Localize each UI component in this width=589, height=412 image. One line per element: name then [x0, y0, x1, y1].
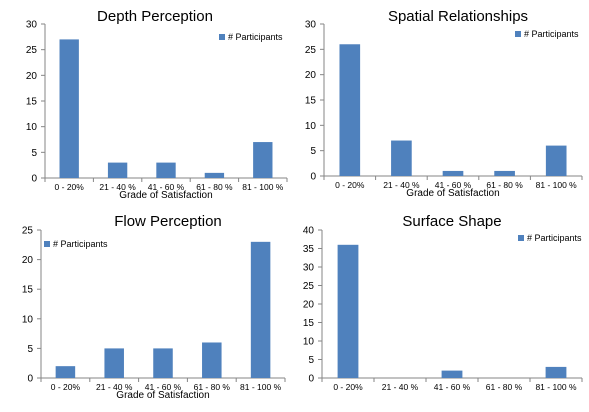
y-tick-label: 10 [303, 337, 315, 348]
y-tick-label: 0 [27, 374, 33, 385]
bar [104, 348, 124, 378]
bar [59, 39, 79, 179]
bar [441, 370, 463, 378]
x-tick-label: 81 - 100 % [535, 382, 577, 392]
x-tick-label: 21 - 40 % [96, 382, 133, 392]
x-tick-label: 41 - 60 % [434, 382, 471, 392]
chart-title: Depth Perception [97, 8, 213, 25]
bar [494, 170, 515, 176]
legend-swatch [219, 34, 225, 40]
y-tick-label: 10 [22, 314, 34, 325]
y-tick-label: 0 [310, 172, 316, 183]
x-tick-label: 0 - 20% [51, 382, 81, 392]
chart-title: Spatial Relationships [388, 8, 528, 25]
bar [153, 348, 173, 378]
chart-title: Surface Shape [402, 213, 501, 230]
x-tick-label: 61 - 80 % [194, 382, 231, 392]
chart-panel-1: Depth Perception 0 5 10 15 20 25 30 0 - 20% 21 - … [26, 8, 288, 201]
y-tick-label: 25 [305, 45, 317, 56]
chart-title: Flow Perception [114, 213, 222, 230]
x-axis-label: Grade of Satisfaction [406, 188, 499, 199]
x-tick-label: 41 - 60 % [148, 182, 185, 192]
legend-swatch [44, 241, 50, 247]
y-tick-label: 25 [26, 45, 38, 56]
bar [156, 162, 176, 178]
y-tick-label: 0 [31, 174, 37, 185]
legend-label: # Participants [53, 239, 108, 249]
bar [55, 366, 76, 378]
y-tick-label: 20 [22, 255, 34, 266]
x-axis-label: Grade of Satisfaction [116, 390, 209, 401]
chart-panel-2: Spatial Relationships 0 5 10 15 20 25 30 0 - 20%… [305, 8, 583, 199]
y-tick-label: 40 [303, 226, 315, 237]
legend-label: # Participants [524, 29, 579, 39]
y-tick-label: 0 [308, 374, 314, 385]
y-tick-label: 5 [31, 148, 37, 159]
x-tick-label: 81 - 100 % [240, 382, 282, 392]
x-tick-label: 81 - 100 % [536, 180, 578, 190]
y-tick-label: 25 [303, 281, 315, 292]
x-axis-label: Grade of Satisfaction [119, 190, 212, 201]
x-tick-label: 21 - 40 % [383, 180, 420, 190]
legend-swatch [518, 235, 524, 241]
bar [391, 140, 412, 176]
x-tick-label: 81 - 100 % [242, 182, 284, 192]
y-tick-label: 10 [26, 122, 38, 133]
y-tick-label: 15 [305, 96, 317, 107]
x-tick-label: 41 - 60 % [145, 382, 182, 392]
y-tick-label: 5 [27, 344, 33, 355]
x-tick-label: 41 - 60 % [435, 180, 472, 190]
bar [253, 142, 273, 178]
legend-label: # Participants [228, 32, 283, 42]
y-tick-label: 35 [303, 244, 315, 255]
x-tick-label: 21 - 40 % [99, 182, 136, 192]
legend-label: # Participants [527, 233, 582, 243]
bar [337, 244, 359, 378]
y-tick-label: 5 [310, 146, 316, 157]
bar [545, 366, 567, 378]
x-tick-label: 0 - 20% [333, 382, 363, 392]
bar [250, 241, 271, 378]
x-tick-label: 0 - 20% [335, 180, 365, 190]
y-tick-label: 20 [305, 70, 317, 81]
bar [442, 170, 464, 176]
x-tick-label: 61 - 80 % [196, 182, 233, 192]
y-tick-label: 15 [303, 318, 315, 329]
y-tick-label: 5 [308, 355, 314, 366]
x-tick-label: 61 - 80 % [486, 180, 523, 190]
bar [545, 145, 567, 176]
y-tick-label: 10 [305, 121, 317, 132]
chart-panel-4: Surface Shape 0 5 10 15 20 25 30 35 40 0 - 20% 21 -… [303, 213, 583, 392]
y-tick-label: 25 [22, 226, 34, 237]
x-tick-label: 61 - 80 % [486, 382, 523, 392]
legend-swatch [515, 31, 521, 37]
x-tick-label: 0 - 20% [55, 182, 85, 192]
bar [204, 172, 225, 178]
y-tick-label: 20 [303, 300, 315, 311]
y-tick-label: 15 [22, 285, 34, 296]
y-tick-label: 30 [303, 263, 315, 274]
x-tick-label: 21 - 40 % [382, 382, 419, 392]
bar [107, 162, 128, 178]
bar [202, 342, 222, 378]
y-tick-label: 15 [26, 97, 38, 108]
y-tick-label: 30 [26, 20, 38, 31]
y-tick-label: 20 [26, 71, 38, 82]
y-tick-label: 30 [305, 20, 317, 31]
chart-panel-3: Flow Perception 0 5 10 15 20 25 0 - 20% 21 - 40 … [22, 213, 286, 401]
bar [339, 44, 361, 177]
